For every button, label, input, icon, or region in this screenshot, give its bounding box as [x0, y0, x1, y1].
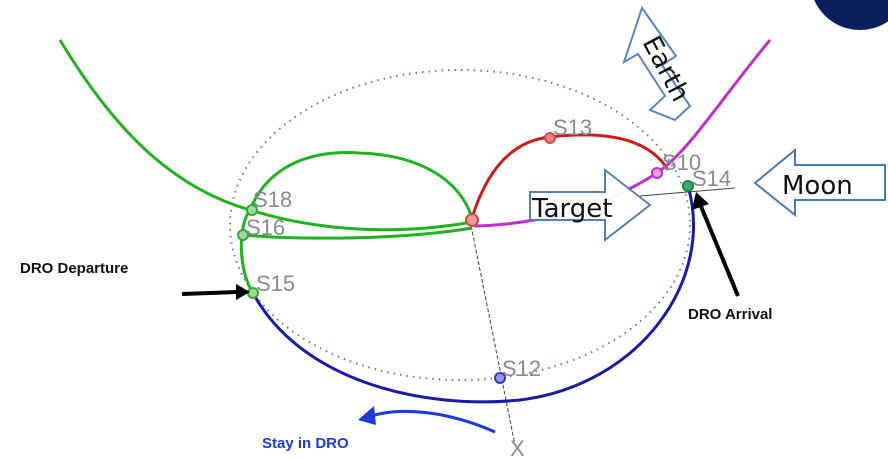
point-label: S12: [502, 356, 541, 381]
arrow: [181, 290, 239, 296]
dro-circle: [229, 69, 691, 381]
annotation: DRO Departure: [20, 260, 128, 277]
annotation: Stay in DRO: [262, 435, 349, 452]
direction-label: Target: [531, 194, 612, 224]
direction-label: Earth: [636, 31, 695, 107]
node: [682, 180, 694, 192]
point-label: S13: [553, 115, 592, 140]
arrowhead: [692, 192, 709, 210]
earth-arrow: [622, 5, 692, 122]
ref-line: [639, 187, 736, 197]
arrowhead: [358, 406, 376, 425]
node: [465, 213, 479, 227]
corner-globe: [814, 0, 888, 30]
node: [494, 372, 506, 384]
arrowhead: [236, 284, 250, 300]
blue-arc: [251, 185, 695, 404]
moon-arrow: [753, 147, 886, 218]
direction-label: Moon: [782, 171, 853, 201]
point-label: S18: [253, 187, 292, 212]
green-loop: [248, 151, 474, 219]
nodes: [237, 132, 694, 384]
point-label: S14: [692, 166, 731, 191]
point-label: S10: [662, 150, 701, 175]
annotation: DRO Arrival: [688, 306, 772, 323]
node: [246, 204, 258, 216]
green-left: [239, 209, 255, 294]
node: [237, 229, 249, 241]
arrow: [364, 409, 496, 434]
green-lower: [242, 226, 473, 240]
point-label: S15: [256, 271, 295, 296]
node: [544, 132, 556, 144]
node: [651, 167, 663, 179]
x-axis: [469, 219, 516, 446]
arrow: [698, 203, 740, 297]
point-label: S16: [246, 215, 285, 240]
target-arrow: [529, 167, 652, 243]
axis-label: X: [510, 436, 525, 460]
